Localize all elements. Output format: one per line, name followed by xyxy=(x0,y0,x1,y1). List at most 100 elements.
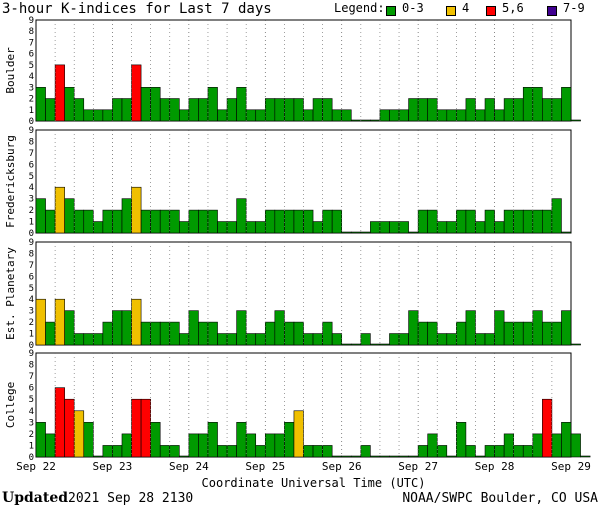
bar-est-planetary-40 xyxy=(417,321,428,346)
legend-item-4: 4 xyxy=(462,1,470,15)
bar-college-48 xyxy=(494,445,505,458)
bar-est-planetary-10 xyxy=(131,298,142,346)
bar-est-planetary-38 xyxy=(398,333,409,346)
bar-est-planetary-26 xyxy=(284,321,295,346)
bar-college-23 xyxy=(255,445,266,458)
bar-fredericksburg-20 xyxy=(226,221,237,234)
bar-fredericksburg-7 xyxy=(102,209,113,234)
chart-title: 3-hour K-indices for Last 7 days xyxy=(2,1,272,17)
x-tick-7: Sep 29 xyxy=(551,460,591,473)
bar-college-43 xyxy=(446,455,457,458)
bar-est-planetary-47 xyxy=(484,333,495,346)
bar-boulder-50 xyxy=(513,98,524,122)
y-tick-fredericksburg-3: 3 xyxy=(29,195,34,205)
bar-boulder-15 xyxy=(179,109,190,122)
x-tick-3: Sep 25 xyxy=(245,460,285,473)
bar-college-18 xyxy=(207,422,218,458)
bar-college-2 xyxy=(54,387,65,458)
bar-est-planetary-35 xyxy=(370,343,381,346)
bar-boulder-30 xyxy=(322,98,333,122)
y-tick-est-planetary-2: 2 xyxy=(29,318,34,328)
bar-est-planetary-56 xyxy=(570,343,581,346)
bar-boulder-44 xyxy=(456,109,467,122)
bar-fredericksburg-39 xyxy=(408,231,419,234)
legend-item-0-3: 0-3 xyxy=(402,1,424,15)
bar-boulder-53 xyxy=(542,98,553,122)
bar-fredericksburg-6 xyxy=(93,221,104,234)
x-tick-4: Sep 26 xyxy=(322,460,362,473)
bar-boulder-2 xyxy=(54,64,65,122)
bar-est-planetary-41 xyxy=(427,321,438,346)
bar-boulder-42 xyxy=(436,109,448,122)
bar-boulder-10 xyxy=(131,64,142,122)
bar-college-4 xyxy=(73,410,85,458)
bar-college-49 xyxy=(503,433,514,458)
bar-fredericksburg-28 xyxy=(303,209,314,234)
bar-college-9 xyxy=(121,433,132,458)
bar-fredericksburg-8 xyxy=(112,209,123,234)
y-tick-boulder-8: 8 xyxy=(29,27,34,37)
bar-college-47 xyxy=(484,445,495,458)
y-tick-fredericksburg-7: 7 xyxy=(29,149,34,159)
bar-fredericksburg-37 xyxy=(389,221,400,234)
bar-fredericksburg-34 xyxy=(360,231,371,234)
bar-fredericksburg-44 xyxy=(456,209,467,234)
bar-boulder-33 xyxy=(350,119,362,122)
bar-college-54 xyxy=(551,433,562,458)
bar-est-planetary-9 xyxy=(121,310,132,346)
bar-fredericksburg-18 xyxy=(207,209,218,234)
y-tick-est-planetary-7: 7 xyxy=(29,261,34,271)
bar-college-24 xyxy=(264,433,276,458)
bar-college-44 xyxy=(456,422,467,458)
bar-college-39 xyxy=(408,455,419,458)
bar-fredericksburg-26 xyxy=(284,209,295,234)
bar-college-14 xyxy=(169,445,180,458)
bar-fredericksburg-1 xyxy=(45,209,56,234)
bar-boulder-17 xyxy=(198,98,209,122)
bar-fredericksburg-32 xyxy=(341,231,352,234)
bar-boulder-18 xyxy=(207,87,218,122)
bar-fredericksburg-35 xyxy=(370,221,381,234)
bar-boulder-0 xyxy=(35,87,46,122)
bar-est-planetary-6 xyxy=(93,333,104,346)
bar-boulder-36 xyxy=(379,109,390,122)
bar-est-planetary-30 xyxy=(322,321,333,346)
x-tick-1: Sep 23 xyxy=(93,460,133,473)
bar-est-planetary-42 xyxy=(436,333,448,346)
bar-fredericksburg-29 xyxy=(312,221,323,234)
bar-est-planetary-24 xyxy=(264,321,276,346)
bar-college-17 xyxy=(198,433,209,458)
bar-boulder-39 xyxy=(408,98,419,122)
y-tick-boulder-9: 9 xyxy=(29,16,34,26)
bar-boulder-41 xyxy=(427,98,438,122)
bar-boulder-31 xyxy=(331,109,343,122)
y-tick-college-5: 5 xyxy=(29,395,34,405)
bar-college-13 xyxy=(159,445,171,458)
bar-est-planetary-20 xyxy=(226,333,237,346)
bar-college-57 xyxy=(580,455,591,458)
bar-college-29 xyxy=(312,445,323,458)
panel-label-est-planetary: Est. Planetary xyxy=(4,247,17,340)
legend-swatch-0-3 xyxy=(386,6,396,16)
panel-label-boulder: Boulder xyxy=(4,47,17,94)
y-tick-boulder-5: 5 xyxy=(29,61,34,71)
bar-boulder-46 xyxy=(475,109,486,122)
x-axis-label: Coordinate Universal Time (UTC) xyxy=(202,476,426,490)
bar-est-planetary-43 xyxy=(446,333,457,346)
bar-est-planetary-13 xyxy=(159,321,171,346)
bar-fredericksburg-4 xyxy=(73,209,85,234)
x-tick-0: Sep 22 xyxy=(16,460,56,473)
bar-est-planetary-33 xyxy=(350,343,362,346)
bar-est-planetary-11 xyxy=(140,321,151,346)
x-tick-2: Sep 24 xyxy=(169,460,209,473)
y-tick-fredericksburg-9: 9 xyxy=(29,126,34,136)
bar-fredericksburg-2 xyxy=(54,186,65,234)
bar-est-planetary-39 xyxy=(408,310,419,346)
bar-boulder-25 xyxy=(274,98,285,122)
bar-fredericksburg-21 xyxy=(236,198,247,234)
bar-boulder-23 xyxy=(255,109,266,122)
bar-fredericksburg-5 xyxy=(83,209,94,234)
y-tick-college-2: 2 xyxy=(29,430,34,440)
bar-est-planetary-34 xyxy=(360,333,371,346)
bar-fredericksburg-38 xyxy=(398,221,409,234)
